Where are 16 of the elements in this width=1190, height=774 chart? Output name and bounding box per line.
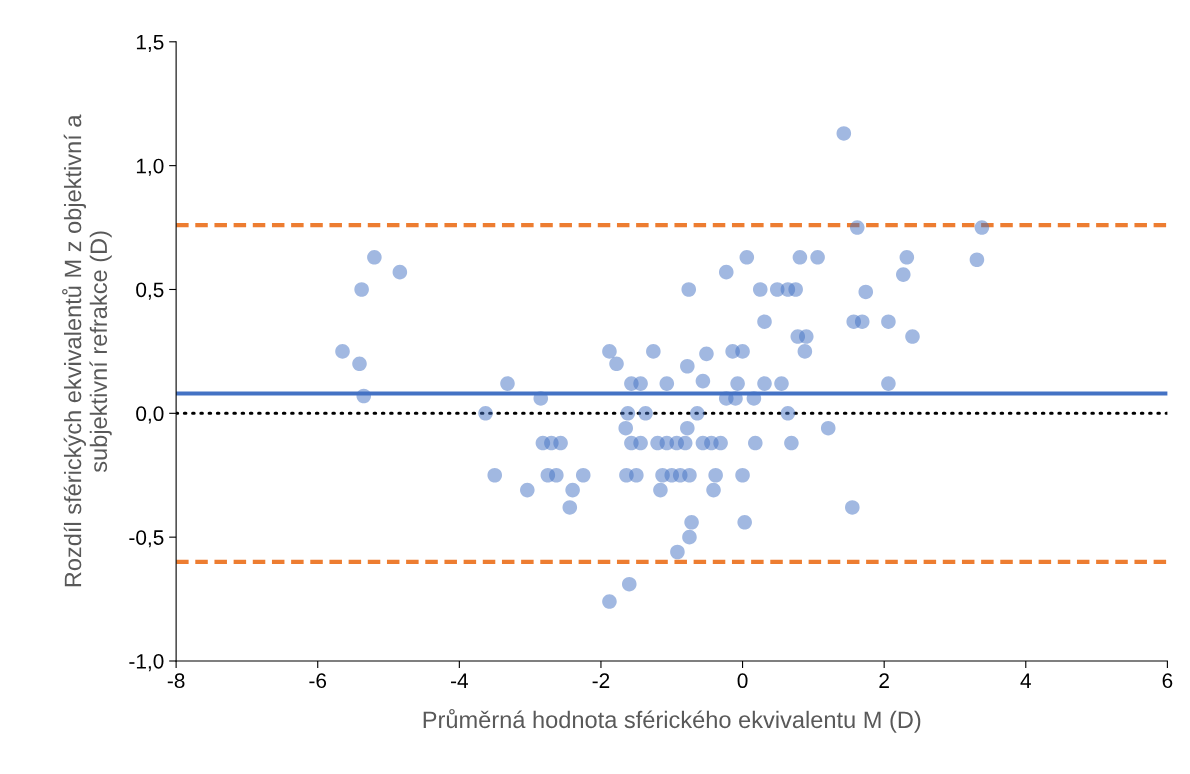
x-tick-label: -2 bbox=[592, 673, 610, 688]
x-tick-label: -4 bbox=[451, 673, 468, 688]
x-tick-label: 0 bbox=[737, 673, 748, 689]
x-tick-label: 2 bbox=[879, 673, 889, 688]
x-axis-title: Průměrná hodnota sférického ekvivalentu M (D) bbox=[423, 708, 921, 733]
y-tick-label: -0,5 bbox=[129, 530, 164, 548]
x-tick-label: 6 bbox=[1162, 673, 1173, 689]
y-axis-title: Rozdíl sférických ekvivalentů M z objektivní a subjektivní refrakce (D) bbox=[62, 114, 112, 587]
y-tick-label: 0,0 bbox=[136, 406, 164, 424]
y-tick-label: 0,5 bbox=[136, 282, 164, 300]
y-tick-label: -1,0 bbox=[129, 654, 164, 672]
x-tick-label: -8 bbox=[167, 673, 185, 689]
y-tick-label: 1,5 bbox=[136, 35, 164, 53]
x-tick-label: -6 bbox=[309, 673, 327, 689]
y-tick-label: 1,0 bbox=[136, 158, 164, 176]
x-tick-label: 4 bbox=[1020, 673, 1031, 688]
